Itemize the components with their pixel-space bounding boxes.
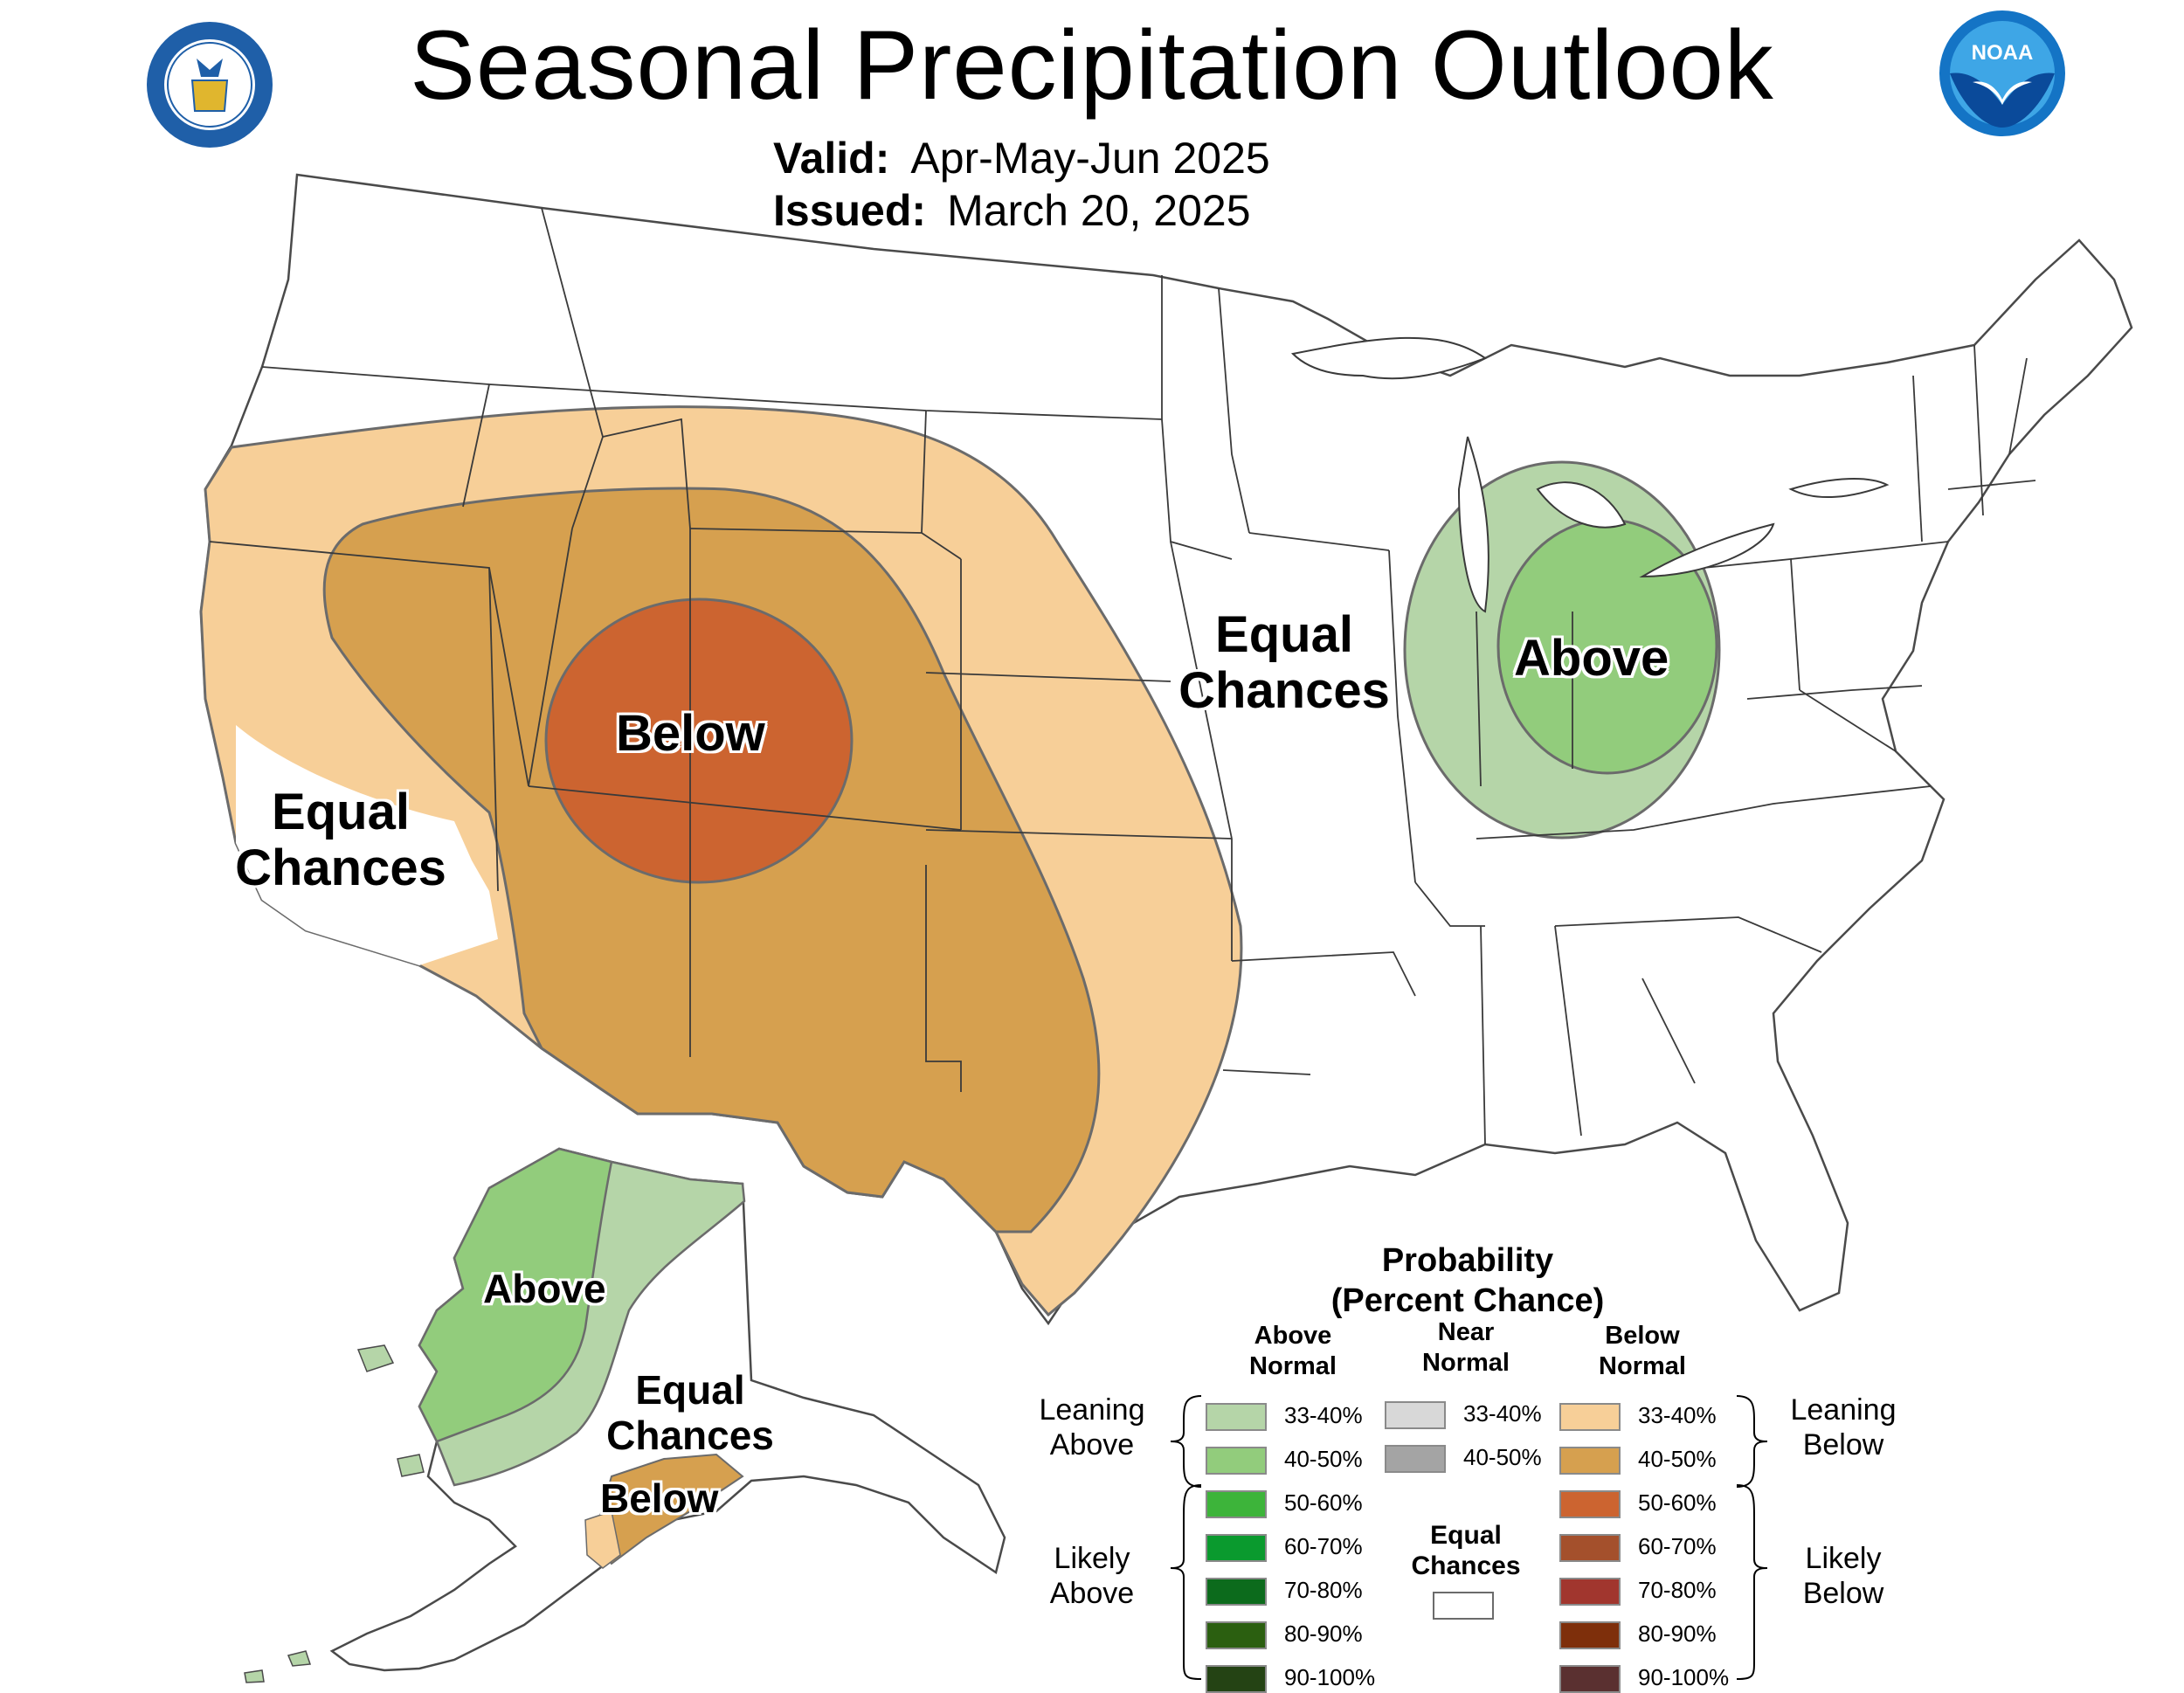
noaa-logo-text: NOAA (1972, 41, 2034, 65)
legend-label-above-7: 90-100% (1284, 1664, 1376, 1690)
legend-swatch-above-3 (1206, 1490, 1267, 1518)
alaska-equal-chances-label: Equal Chances (594, 1367, 786, 1458)
issued-line: Issued: March 20, 2025 (773, 185, 1251, 236)
legend-swatch-above-1 (1206, 1403, 1267, 1431)
legend-swatch-above-4 (1206, 1534, 1267, 1562)
legend-leaning-below-line1: Leaning (1790, 1393, 1897, 1427)
legend-swatch-below-5 (1559, 1578, 1621, 1606)
legend-col-near: Near Normal (1396, 1317, 1536, 1379)
legend-leaning-below: Leaning Below (1769, 1392, 1918, 1462)
legend-label-below-2: 40-50% (1638, 1446, 1717, 1472)
alaska-equal-chances-line2: Chances (606, 1413, 774, 1458)
legend-label-below-7: 90-100% (1638, 1664, 1730, 1690)
noaa-logo-icon: NOAA (1938, 9, 2067, 138)
state-boundaries (209, 207, 2036, 1145)
legend-label-above-6: 80-90% (1284, 1620, 1363, 1647)
legend-swatch-below-4 (1559, 1534, 1621, 1562)
legend-col-above-line2: Normal (1249, 1352, 1337, 1380)
valid-line: Valid: Apr-May-Jun 2025 (773, 133, 1270, 183)
valid-label: Valid: (773, 134, 890, 183)
equal-chances-west-label: Equal Chances (227, 784, 454, 896)
legend-label-below-5: 70-80% (1638, 1577, 1717, 1603)
legend-label-above-1: 33-40% (1284, 1402, 1363, 1428)
legend-likely-above-line2: Above (1049, 1577, 1135, 1610)
legend-col-above-line1: Above (1254, 1322, 1332, 1350)
legend-title-line2: (Percent Chance) (1330, 1282, 1605, 1319)
department-of-commerce-seal-icon (144, 19, 275, 150)
legend-label-below-6: 80-90% (1638, 1620, 1717, 1647)
alaska-equal-chances-line1: Equal (635, 1367, 745, 1413)
page-title: Seasonal Precipitation Outlook (410, 10, 1774, 120)
legend-label-above-4: 60-70% (1284, 1533, 1363, 1559)
legend-swatch-below-2 (1559, 1447, 1621, 1475)
legend-col-near-line2: Normal (1422, 1349, 1510, 1377)
legend-title: Probability (Percent Chance) (1275, 1240, 1660, 1321)
legend-braces (1170, 1395, 1768, 1680)
legend-leaning-above: Leaning Above (1018, 1392, 1166, 1462)
legend-col-below-line2: Normal (1599, 1352, 1686, 1380)
legend-col-below-line1: Below (1605, 1322, 1680, 1350)
legend-col-near-line1: Near (1437, 1318, 1495, 1346)
great-lakes (1290, 336, 1890, 613)
issued-value: March 20, 2025 (947, 186, 1251, 235)
legend-swatch-below-1 (1559, 1403, 1621, 1431)
legend-swatch-below-7 (1559, 1665, 1621, 1693)
legend-label-above-3: 50-60% (1284, 1489, 1363, 1516)
ec-california-region (236, 725, 498, 965)
legend-label-below-1: 33-40% (1638, 1402, 1717, 1428)
legend-label-above-5: 70-80% (1284, 1577, 1363, 1603)
legend-leaning-below-line2: Below (1802, 1428, 1884, 1462)
legend-likely-below-line1: Likely (1805, 1542, 1882, 1575)
issued-label: Issued: (773, 186, 927, 235)
legend-leaning-above-line2: Above (1049, 1428, 1135, 1462)
legend-swatch-above-2 (1206, 1447, 1267, 1475)
legend-swatch-below-3 (1559, 1490, 1621, 1518)
legend-equal-chances-line1: Equal (1430, 1521, 1502, 1550)
equal-chances-west-line1: Equal (272, 784, 410, 840)
legend-equal-chances-swatch (1433, 1592, 1494, 1620)
legend-label-below-3: 50-60% (1638, 1489, 1717, 1516)
alaska-islands (244, 1344, 425, 1683)
legend-swatch-near-2 (1385, 1445, 1446, 1473)
legend-label-below-4: 60-70% (1638, 1533, 1717, 1559)
legend-likely-above-line1: Likely (1054, 1542, 1130, 1575)
legend-label-above-2: 40-50% (1284, 1446, 1363, 1472)
legend-label-near-2: 40-50% (1463, 1444, 1542, 1470)
legend-likely-below-line2: Below (1802, 1577, 1884, 1610)
alaska-below-light-region (584, 1510, 621, 1569)
legend-equal-chances-line2: Chances (1411, 1551, 1521, 1580)
legend-swatch-above-5 (1206, 1578, 1267, 1606)
equal-chances-west-line2: Chances (235, 840, 446, 896)
legend-title-line1: Probability (1381, 1242, 1554, 1279)
legend-swatch-below-6 (1559, 1621, 1621, 1649)
legend-swatch-above-6 (1206, 1621, 1267, 1649)
legend-swatch-near-1 (1385, 1401, 1446, 1429)
equal-chances-central-line1: Equal (1215, 606, 1353, 663)
alaska-below-label: Below (600, 1475, 719, 1521)
equal-chances-central-label: Equal Chances (1171, 607, 1398, 719)
legend-equal-chances: Equal Chances (1387, 1520, 1545, 1581)
legend-swatch-above-7 (1206, 1665, 1267, 1693)
legend-label-near-1: 33-40% (1463, 1400, 1542, 1427)
alaska-above-40-50-region (418, 1147, 613, 1443)
legend-col-above: Above Normal (1223, 1321, 1363, 1382)
equal-chances-central-line2: Chances (1178, 662, 1390, 719)
legend-col-below: Below Normal (1572, 1321, 1712, 1382)
legend-likely-below: Likely Below (1769, 1541, 1918, 1611)
above-midwest-label: Above (1514, 630, 1669, 687)
legend-leaning-above-line1: Leaning (1039, 1393, 1145, 1427)
alaska-above-label: Above (483, 1266, 606, 1311)
below-label: Below (616, 705, 765, 762)
valid-value: Apr-May-Jun 2025 (910, 134, 1270, 183)
legend-likely-above: Likely Above (1018, 1541, 1166, 1611)
